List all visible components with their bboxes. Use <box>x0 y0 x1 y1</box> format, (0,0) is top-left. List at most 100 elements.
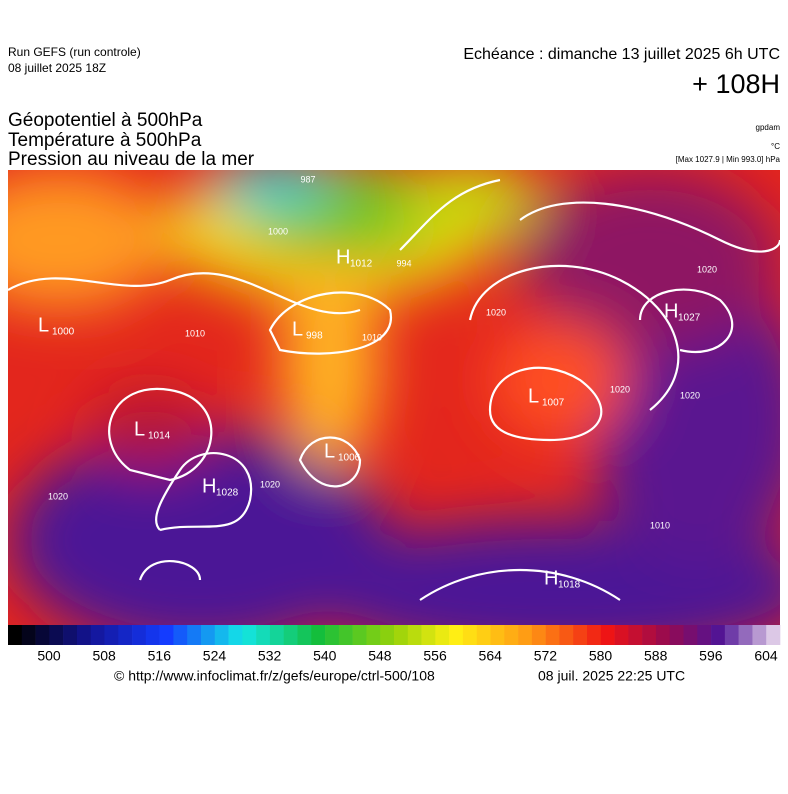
isobar-label: 987 <box>300 174 315 184</box>
colorbar-label: 572 <box>534 648 558 664</box>
footer-url: © http://www.infoclimat.fr/z/gefs/europe… <box>114 668 435 684</box>
title-line: Température à 500hPa <box>8 130 202 151</box>
colorbar-cell <box>338 625 353 645</box>
colorbar-label: 564 <box>479 648 503 664</box>
lead-time: + 108H <box>692 69 780 99</box>
colorbar-cell <box>63 625 78 645</box>
isobar-label: 1020 <box>680 390 700 400</box>
colorbar-cell <box>587 625 602 645</box>
run: Run GEFS (run controle) <box>8 45 141 59</box>
colorbar-cell <box>711 625 726 645</box>
colorbar-cell <box>724 625 739 645</box>
colorbar-cell <box>407 625 422 645</box>
center-value: 1012 <box>350 259 373 270</box>
title-line: Pression au niveau de la mer <box>8 149 255 170</box>
isobar-label: 994 <box>396 258 411 268</box>
colorbar-cell <box>145 625 160 645</box>
colorbar-cell <box>683 625 698 645</box>
colorbar-label: 532 <box>258 648 282 664</box>
colorbar-cell <box>325 625 340 645</box>
colorbar-label: 596 <box>699 648 723 664</box>
colorbar-cell <box>449 625 464 645</box>
isobar-label: 1010 <box>650 520 670 530</box>
colorbar-cell <box>104 625 119 645</box>
colorbar-cell <box>655 625 671 645</box>
colorbar-cell <box>132 625 147 645</box>
colorbar-cell <box>642 625 657 645</box>
colorbar-cell <box>752 625 767 645</box>
colorbar-cell <box>366 625 381 645</box>
isobar-label: 1010 <box>362 332 382 342</box>
center-letter: H <box>544 567 558 589</box>
colorbar-label: 580 <box>589 648 613 664</box>
colorbar-cell <box>159 625 174 645</box>
colorbar-cell <box>352 625 367 645</box>
unit: °C <box>771 142 780 151</box>
colorbar-cell <box>421 625 436 645</box>
colorbar-cell <box>256 625 271 645</box>
center-value: 1018 <box>558 580 581 591</box>
isobar-label: 1020 <box>260 479 280 489</box>
center-value: 1000 <box>52 327 75 338</box>
colorbar-cell <box>766 625 781 645</box>
echeance: Echéance : dimanche 13 juillet 2025 6h U… <box>463 46 780 63</box>
colorbar-label: 508 <box>92 648 116 664</box>
colorbar-cell <box>518 625 533 645</box>
colorbar-cell <box>297 625 312 645</box>
colorbar-cell <box>90 625 105 645</box>
run-date: 08 juillet 2025 18Z <box>8 61 106 75</box>
unit: gpdam <box>756 123 781 132</box>
center-value: 998 <box>306 331 323 342</box>
colorbar-cell <box>614 625 629 645</box>
colorbar-cell <box>490 625 505 645</box>
colorbar-cell <box>738 625 753 645</box>
colorbar-cell <box>600 625 615 645</box>
colorbar-cell <box>283 625 298 645</box>
title-line: Géopotentiel à 500hPa <box>8 110 203 131</box>
colorbar-label: 524 <box>203 648 227 664</box>
colorbar-cell <box>573 625 588 645</box>
colorbar-cell <box>214 625 229 645</box>
colorbar-cell <box>187 625 202 645</box>
colorbar-cell <box>118 625 133 645</box>
colorbar-label: 540 <box>313 648 337 664</box>
isobar-label: 1020 <box>610 384 630 394</box>
colorbar-cell <box>311 625 326 645</box>
colorbar-cell <box>8 625 23 645</box>
colorbar-cell <box>531 625 546 645</box>
colorbar: 500 508 516 524 532 540 548 556 564 572 580 588 596 6… <box>8 625 781 664</box>
center-value: 1007 <box>542 398 565 409</box>
center-letter: H <box>336 246 350 268</box>
colorbar-cell <box>476 625 491 645</box>
colorbar-cell <box>394 625 409 645</box>
colorbar-cell <box>269 625 285 645</box>
center-letter: L <box>134 418 145 440</box>
colorbar-cell <box>201 625 216 645</box>
isobar-label: 1010 <box>185 328 205 338</box>
map <box>8 170 780 625</box>
center-value: 1014 <box>148 431 171 442</box>
colorbar-cell <box>76 625 92 645</box>
center-letter: L <box>38 314 49 336</box>
colorbar-cell <box>628 625 643 645</box>
center-letter: H <box>664 300 678 322</box>
center-letter: L <box>324 440 335 462</box>
colorbar-cell <box>504 625 519 645</box>
footer-date: 08 juil. 2025 22:25 UTC <box>538 668 685 684</box>
colorbar-cell <box>435 625 450 645</box>
colorbar-cell <box>21 625 36 645</box>
center-letter: L <box>292 318 303 340</box>
colorbar-cell <box>173 625 188 645</box>
colorbar-cell <box>49 625 64 645</box>
isobar-label: 1000 <box>268 226 288 236</box>
colorbar-cell <box>462 625 478 645</box>
colorbar-cell <box>228 625 243 645</box>
colorbar-label: 604 <box>754 648 778 664</box>
colorbar-label: 516 <box>148 648 172 664</box>
center-value: 1027 <box>678 313 701 324</box>
center-value: 1028 <box>216 488 239 499</box>
isobar-label: 1020 <box>486 307 506 317</box>
colorbar-cell <box>35 625 50 645</box>
isobar-label: 1020 <box>697 264 717 274</box>
